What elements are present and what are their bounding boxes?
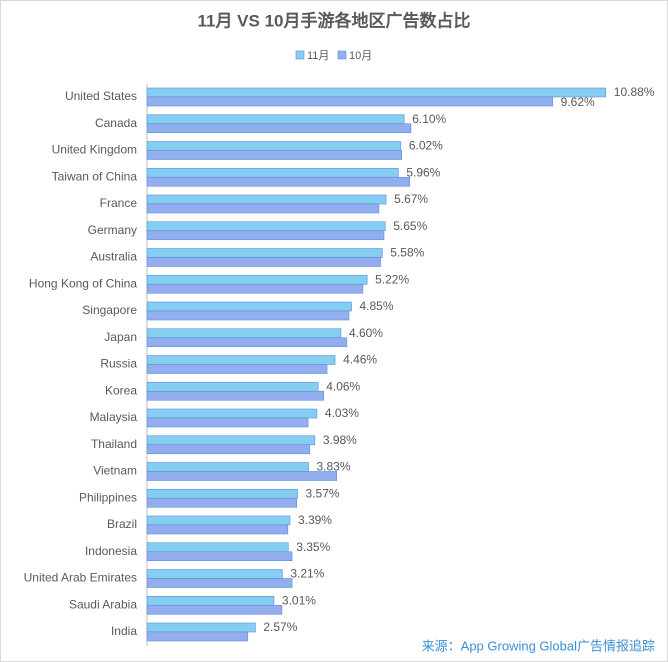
value-label: 4.06%	[326, 379, 360, 393]
bar	[146, 622, 256, 633]
bar	[146, 221, 386, 232]
legend-swatch	[337, 50, 347, 60]
bar	[146, 248, 383, 258]
y-tick-label: Hong Kong of China	[29, 276, 137, 290]
value-label: 9.62%	[561, 95, 595, 109]
y-tick-label: Russia	[100, 357, 137, 371]
value-label: 3.21%	[290, 567, 324, 581]
y-tick-label: United Arab Emirates	[24, 571, 137, 585]
bar	[146, 631, 249, 642]
y-tick-label: Vietnam	[93, 464, 137, 478]
y-tick-label: Singapore	[82, 303, 137, 317]
value-label: 2.57%	[263, 620, 297, 634]
y-tick-label: Taiwan of China	[52, 169, 138, 183]
value-label: 5.22%	[375, 272, 409, 286]
y-tick-label: Germany	[88, 223, 137, 237]
value-label: 3.01%	[282, 593, 316, 607]
bar	[146, 150, 402, 160]
chart-title: 11月 VS 10月手游各地区广告数占比	[197, 10, 470, 30]
y-tick-label: France	[100, 196, 138, 210]
y-tick-label: Indonesia	[85, 544, 137, 558]
y-tick-label: India	[111, 624, 137, 638]
y-tick-label: United States	[65, 89, 137, 103]
bar	[146, 337, 348, 348]
bar	[146, 381, 319, 392]
bar	[146, 87, 607, 98]
bar	[146, 167, 399, 178]
bar	[146, 257, 381, 267]
bar	[146, 471, 338, 481]
value-label: 4.60%	[349, 326, 383, 340]
value-label: 5.96%	[406, 165, 440, 179]
value-label: 5.65%	[393, 219, 427, 233]
bar	[146, 595, 275, 606]
bar	[146, 435, 316, 446]
bar	[146, 390, 324, 401]
value-label: 6.10%	[412, 112, 446, 126]
bar	[146, 524, 289, 535]
bar	[146, 515, 291, 526]
bar	[146, 328, 342, 339]
bar	[146, 551, 293, 562]
bar	[146, 194, 387, 205]
legend-label: 11月	[307, 50, 329, 62]
value-label: 3.83%	[316, 460, 350, 474]
value-label: 3.35%	[296, 540, 330, 554]
bar	[146, 176, 410, 187]
bar	[146, 444, 311, 455]
bar	[146, 123, 412, 134]
value-label: 10.88%	[614, 85, 655, 99]
source: 来源：App Growing Global广告情报追踪	[422, 638, 655, 653]
value-label: 4.46%	[343, 353, 377, 367]
y-tick-label: Japan	[104, 330, 137, 344]
y-tick-label: Canada	[95, 116, 137, 130]
value-label: 4.85%	[360, 299, 394, 313]
bar	[146, 542, 289, 553]
bar	[146, 355, 336, 365]
bar	[146, 96, 553, 107]
bar	[146, 283, 364, 294]
bar	[146, 488, 298, 499]
value-label: 4.03%	[325, 406, 359, 420]
bar	[146, 578, 293, 588]
bar	[146, 310, 350, 321]
y-tick-label: Korea	[105, 383, 137, 397]
bar	[146, 497, 297, 508]
bar	[146, 604, 283, 615]
value-label: 5.67%	[394, 192, 428, 206]
value-label: 3.39%	[298, 513, 332, 527]
y-tick-label: Philippines	[79, 490, 137, 504]
legend-swatch	[295, 50, 305, 60]
bar	[146, 274, 368, 285]
value-label: 3.98%	[323, 433, 357, 447]
y-tick-label: Thailand	[91, 437, 137, 451]
bar	[146, 301, 352, 312]
y-tick-label: Malaysia	[90, 410, 138, 424]
value-label: 6.02%	[409, 139, 443, 153]
bar	[146, 114, 405, 125]
bar	[146, 417, 309, 428]
y-tick-label: United Kingdom	[52, 143, 137, 157]
value-label: 5.58%	[390, 246, 424, 260]
value-label: 3.57%	[306, 486, 340, 500]
y-tick-label: Saudi Arabia	[69, 597, 137, 611]
legend-label: 10月	[349, 50, 372, 62]
y-tick-label: Brazil	[107, 517, 137, 531]
bar	[146, 408, 318, 419]
bar	[146, 230, 385, 241]
bar	[146, 203, 380, 214]
bar	[146, 462, 309, 472]
y-tick-label: Australia	[90, 250, 137, 264]
bar	[146, 569, 283, 579]
bar	[146, 141, 402, 151]
bar	[146, 364, 328, 374]
